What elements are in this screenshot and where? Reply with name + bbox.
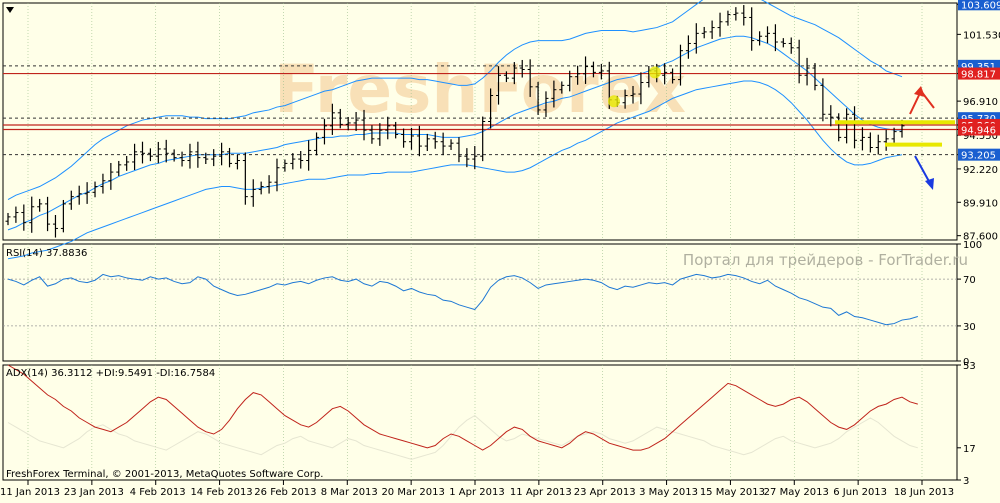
portal-text: Портал для трейдеров - ForTrader.ru (683, 251, 968, 269)
panel-frame-adx (2, 364, 958, 481)
arrow-up-head-icon (914, 86, 925, 97)
rsi-tick-label: 30 (963, 322, 976, 333)
x-tick-label: 4 Feb 2013 (130, 487, 186, 498)
watermark-layer: FreshForex (274, 51, 686, 128)
price-label-box (958, 0, 1000, 11)
panel-frame-price (2, 2, 958, 241)
price-label-box (958, 123, 1000, 136)
x-tick-label: 26 Feb 2013 (254, 487, 316, 498)
adx-tick-label: 3 (963, 476, 969, 487)
panel-frames (2, 2, 958, 481)
x-tick-label: 23 Jan 2013 (64, 487, 124, 498)
scroll-marker-icon (6, 7, 14, 13)
price-label-text: 94.946 (961, 126, 996, 137)
price-label-box (958, 148, 1000, 161)
adx-title: ADX(14) 36.3112 +DI:9.5491 -DI:16.7584 (6, 368, 215, 379)
grid-layer (27, 3, 923, 480)
price-label-box (958, 67, 1000, 80)
adx-layer (7, 364, 918, 460)
rsi-layer (3, 273, 957, 327)
x-tick-label: 20 Mar 2013 (381, 487, 444, 498)
bollinger-upper (7, 0, 903, 200)
x-tick-label: 6 Jun 2013 (833, 487, 887, 498)
highlight-circle (649, 66, 661, 79)
x-tick-label: 18 Jun 2013 (894, 487, 954, 498)
annotation-layer (608, 66, 955, 190)
adx-line (7, 364, 918, 451)
price-label-text: 98.817 (961, 70, 996, 81)
bollinger-layer (7, 0, 903, 260)
panel-frame-rsi (2, 243, 958, 362)
price-tick-label: 101.530 (963, 30, 1000, 41)
adx-tick-label: 53 (963, 361, 976, 372)
bollinger-lower (7, 80, 903, 260)
x-tick-label: 11 Apr 2013 (510, 487, 572, 498)
x-tick-label: 3 May 2013 (639, 487, 698, 498)
rsi-line (7, 273, 918, 326)
watermark-text: FreshForex (274, 51, 686, 128)
price-tick-label: 92.220 (963, 165, 998, 176)
rsi-title: RSI(14) 37.8836 (6, 248, 87, 259)
x-tick-label: 1 Apr 2013 (449, 487, 504, 498)
x-tick-label: 11 Jan 2013 (0, 487, 60, 498)
x-tick-label: 14 Feb 2013 (190, 487, 252, 498)
price-tick-label: 89.910 (963, 198, 998, 209)
adx-tick-label: 17 (963, 444, 976, 455)
x-tick-label: 27 May 2013 (764, 487, 829, 498)
rsi-tick-label: 70 (963, 275, 976, 286)
level-lines-layer (3, 65, 957, 156)
price-label-text: 103.609 (961, 0, 1000, 11)
x-tick-label: 23 Apr 2013 (574, 487, 636, 498)
x-tick-label: 8 Mar 2013 (321, 487, 378, 498)
price-tick-label: 94.550 (963, 131, 998, 142)
di-plus-line (7, 414, 918, 460)
price-label-text: 93.205 (961, 151, 996, 162)
x-tick-label: 15 May 2013 (700, 487, 765, 498)
price-tick-label: 96.910 (963, 97, 998, 108)
highlight-circle (608, 95, 620, 108)
bollinger-middle (7, 35, 902, 231)
price-label-text: 99.351 (961, 62, 996, 73)
price-tick-label: 87.600 (963, 232, 998, 243)
rsi-tick-label: 100 (963, 240, 982, 251)
footer-text: FreshForex Terminal, © 2001-2013, MetaQu… (6, 469, 323, 480)
arrow-down-head-icon (925, 178, 934, 190)
rsi-tick-label: 0 (963, 357, 969, 368)
